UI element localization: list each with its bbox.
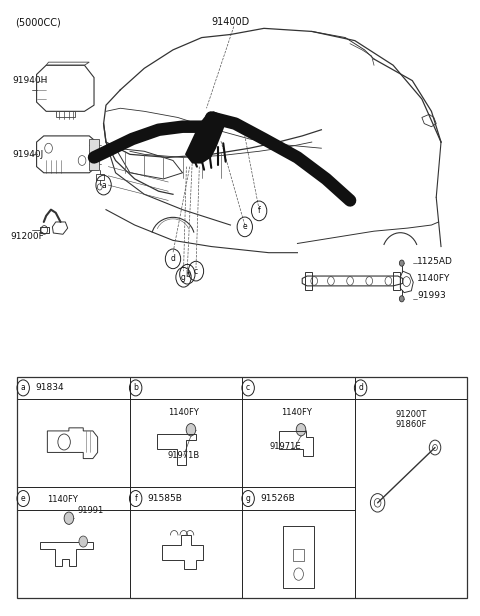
Text: b: b — [185, 270, 190, 278]
Text: c: c — [246, 383, 250, 392]
Text: 91971B: 91971B — [167, 451, 199, 460]
Text: g: g — [181, 273, 186, 282]
Text: d: d — [170, 254, 175, 263]
Circle shape — [64, 512, 74, 524]
Text: 91860F: 91860F — [396, 420, 427, 429]
Text: d: d — [358, 383, 363, 392]
Text: a: a — [101, 180, 106, 190]
Text: e: e — [242, 222, 247, 232]
Circle shape — [399, 260, 404, 266]
Text: e: e — [21, 494, 25, 503]
Text: g: g — [246, 494, 251, 503]
Text: 91991: 91991 — [77, 506, 104, 516]
Text: b: b — [133, 383, 138, 392]
Text: 91834: 91834 — [35, 383, 64, 392]
Text: 91585B: 91585B — [148, 494, 182, 503]
Text: 91400D: 91400D — [211, 17, 250, 27]
Circle shape — [79, 536, 87, 547]
Text: a: a — [21, 383, 25, 392]
Circle shape — [186, 424, 196, 436]
Text: 91200T: 91200T — [396, 410, 427, 419]
Text: 91940H: 91940H — [12, 76, 48, 85]
Text: 91971E: 91971E — [270, 442, 301, 451]
Circle shape — [399, 296, 404, 302]
Text: (5000CC): (5000CC) — [15, 17, 61, 27]
Text: 1140FY: 1140FY — [281, 408, 312, 417]
Text: 1140FY: 1140FY — [417, 274, 450, 283]
Text: c: c — [194, 267, 198, 275]
Text: 1140FY: 1140FY — [168, 408, 199, 417]
Text: 91200F: 91200F — [10, 232, 44, 241]
Polygon shape — [185, 111, 226, 164]
Text: 91993: 91993 — [417, 291, 446, 300]
Text: 1140FY: 1140FY — [48, 495, 78, 505]
Text: f: f — [134, 494, 137, 503]
Text: 1125AD: 1125AD — [417, 257, 453, 266]
Text: 91526B: 91526B — [260, 494, 295, 503]
Bar — [17, 377, 468, 598]
Polygon shape — [89, 139, 99, 170]
Circle shape — [296, 424, 306, 436]
Text: f: f — [258, 206, 261, 216]
Text: 91940J: 91940J — [12, 150, 44, 159]
